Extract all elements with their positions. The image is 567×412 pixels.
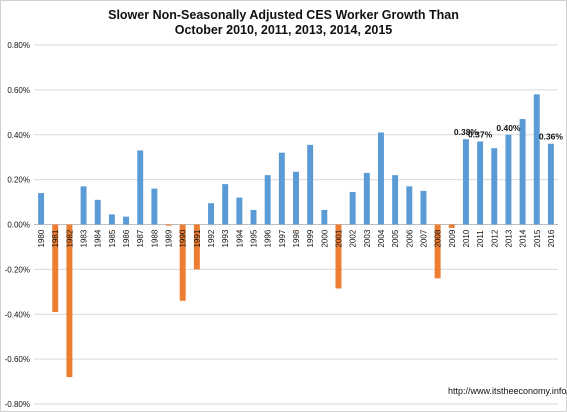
bar-2005 bbox=[392, 175, 399, 225]
x-tick-label: 2002 bbox=[349, 229, 358, 247]
bar-2009 bbox=[448, 224, 455, 228]
bar-2013 bbox=[505, 134, 512, 225]
x-tick-label: 1984 bbox=[94, 229, 103, 247]
x-tick-label: 1986 bbox=[122, 229, 131, 247]
bar-1992 bbox=[208, 203, 215, 225]
bar-1991 bbox=[193, 224, 200, 270]
bar-2011 bbox=[477, 141, 484, 225]
bar-1990 bbox=[179, 224, 186, 301]
x-tick-label: 2003 bbox=[363, 229, 372, 247]
x-tick-label: 1981 bbox=[51, 229, 60, 247]
y-tick-label: -0.20% bbox=[5, 265, 30, 274]
x-tick-label: 2000 bbox=[320, 229, 329, 247]
x-tick-label: 2016 bbox=[547, 229, 556, 247]
bar-1982 bbox=[66, 224, 73, 378]
x-tick-label: 1988 bbox=[150, 229, 159, 247]
bar-1995 bbox=[250, 209, 257, 225]
bar-1983 bbox=[80, 186, 87, 225]
bar-1994 bbox=[236, 197, 243, 225]
x-tick-label: 1999 bbox=[306, 229, 315, 247]
y-tick-label: 0.60% bbox=[7, 86, 30, 95]
bar-1997 bbox=[278, 152, 285, 225]
bar-2003 bbox=[363, 172, 370, 225]
x-tick-label: 1980 bbox=[37, 229, 46, 247]
bar-1981 bbox=[52, 224, 59, 313]
chart-title: Slower Non-Seasonally Adjusted CES Worke… bbox=[0, 8, 567, 38]
bar-1996 bbox=[264, 175, 271, 225]
bar-1998 bbox=[293, 171, 299, 225]
bar-1987 bbox=[137, 150, 144, 225]
x-tick-label: 1985 bbox=[108, 229, 117, 247]
x-tick-label: 1996 bbox=[264, 229, 273, 247]
y-tick-label: -0.40% bbox=[5, 310, 30, 319]
x-tick-label: 1987 bbox=[136, 229, 145, 247]
x-tick-label: 1991 bbox=[193, 229, 202, 247]
bar-2004 bbox=[377, 132, 384, 225]
y-tick-label: 0.80% bbox=[7, 41, 30, 50]
x-tick-label: 2011 bbox=[476, 230, 485, 248]
bar-2012 bbox=[491, 148, 498, 225]
bar-2010 bbox=[462, 139, 469, 225]
y-tick-label: 0.40% bbox=[7, 131, 30, 140]
bar-1984 bbox=[94, 199, 101, 225]
bar-2002 bbox=[349, 191, 356, 225]
x-tick-label: 2014 bbox=[519, 229, 528, 247]
x-tick-label: 2013 bbox=[504, 229, 513, 247]
bar-2001 bbox=[335, 224, 342, 289]
x-tick-label: 1998 bbox=[292, 229, 301, 247]
x-tick-label: 1983 bbox=[80, 229, 89, 247]
x-tick-label: 2005 bbox=[391, 229, 400, 247]
bar-1986 bbox=[123, 216, 130, 225]
bar-1993 bbox=[222, 184, 229, 225]
source-url: http://www.itstheeconomy.info/ bbox=[448, 386, 567, 396]
bar-2016 bbox=[547, 143, 554, 225]
x-tick-label: 1992 bbox=[207, 229, 216, 247]
bar-2015 bbox=[533, 94, 540, 225]
y-tick-label: -0.60% bbox=[5, 355, 30, 364]
bar-2000 bbox=[321, 209, 328, 225]
bar-1999 bbox=[307, 144, 314, 225]
x-tick-label: 1994 bbox=[235, 229, 244, 247]
x-tick-label: 2010 bbox=[462, 229, 471, 247]
bar-1980 bbox=[38, 193, 45, 225]
chart-title-line-2: October 2010, 2011, 2013, 2014, 2015 bbox=[174, 23, 393, 37]
bar-2014 bbox=[519, 119, 526, 225]
x-tick-label: 2004 bbox=[377, 229, 386, 247]
x-tick-label: 2015 bbox=[533, 229, 542, 247]
bar-1985 bbox=[108, 214, 115, 225]
data-label-2013: 0.40% bbox=[496, 123, 521, 133]
x-tick-label: 1982 bbox=[65, 229, 74, 247]
y-tick-label: 0.00% bbox=[7, 221, 30, 230]
data-label-2010: 0.38% bbox=[454, 127, 479, 137]
x-tick-label: 1993 bbox=[221, 229, 230, 247]
chart-title-line-1: Slower Non-Seasonally Adjusted CES Worke… bbox=[108, 8, 459, 22]
bar-1988 bbox=[151, 188, 158, 225]
data-label-2016: 0.36% bbox=[539, 132, 564, 142]
bar-2008 bbox=[434, 224, 441, 279]
x-tick-label: 2012 bbox=[490, 229, 499, 247]
bar-2007 bbox=[420, 190, 427, 225]
x-tick-label: 2006 bbox=[405, 229, 414, 247]
x-tick-label: 1989 bbox=[165, 229, 174, 247]
x-tick-label: 1995 bbox=[250, 229, 259, 247]
x-tick-label: 2009 bbox=[448, 229, 457, 247]
bar-1989 bbox=[165, 224, 172, 226]
bar-2006 bbox=[406, 186, 413, 225]
x-tick-label: 2001 bbox=[334, 229, 343, 247]
x-tick-label: 2007 bbox=[419, 229, 428, 247]
y-tick-label: 0.20% bbox=[7, 176, 30, 185]
data-label-2011: 0.37% bbox=[468, 129, 493, 139]
y-tick-label: -0.80% bbox=[5, 400, 30, 409]
x-tick-label: 2008 bbox=[434, 229, 443, 247]
x-tick-label: 1997 bbox=[278, 229, 287, 247]
x-tick-label: 1990 bbox=[179, 229, 188, 247]
